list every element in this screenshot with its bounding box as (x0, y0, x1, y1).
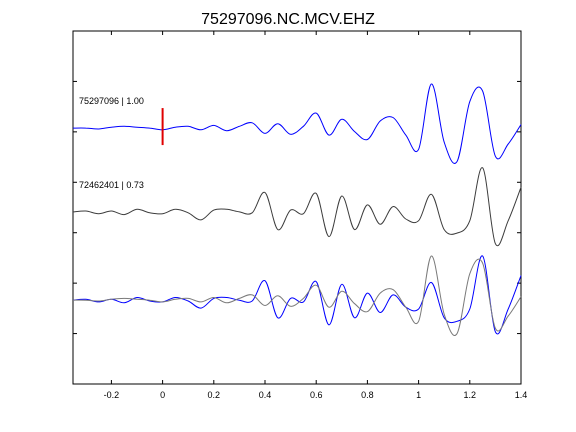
plot-area (72, 30, 522, 385)
chart-title: 75297096.NC.MCV.EHZ (201, 11, 375, 28)
x-tick-label: 0.2 (208, 390, 221, 400)
x-tick-label: 0.8 (361, 390, 374, 400)
x-tick-label: 1.4 (515, 390, 528, 400)
x-tick-label: 0.4 (259, 390, 272, 400)
x-tick-label: 1 (416, 390, 421, 400)
traces (72, 83, 522, 336)
y-tick-marks (73, 80, 521, 335)
x-tick-label: 0.6 (310, 390, 323, 400)
trace-overlay-template (72, 255, 522, 336)
trace-label: 72462401 | 0.73 (79, 180, 144, 190)
x-tick-label: -0.2 (104, 390, 120, 400)
trace-labels: 75297096 | 1.00 72462401 | 0.73 (79, 96, 144, 190)
x-tick-label: 0 (160, 390, 165, 400)
trace-template (72, 167, 522, 247)
trace-target (72, 83, 522, 164)
x-axis: -0.2 0 0.2 0.4 0.6 0.8 1 1.2 1.4 (104, 31, 528, 400)
x-tick-label: 1.2 (464, 390, 477, 400)
trace-label: 75297096 | 1.00 (79, 96, 144, 106)
